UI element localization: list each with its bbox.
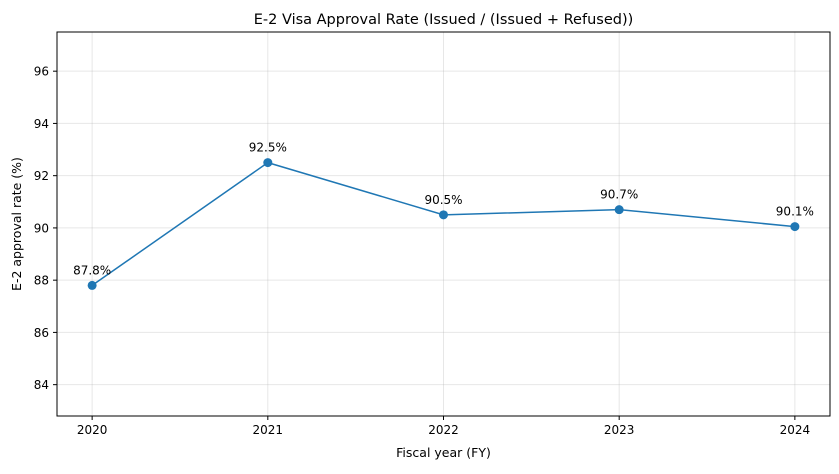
y-tick-label: 88	[34, 274, 49, 288]
data-label: 87.8%	[73, 263, 111, 277]
chart-title: E-2 Visa Approval Rate (Issued / (Issued…	[254, 12, 634, 28]
y-tick-label: 96	[34, 65, 49, 79]
y-tick-label: 90	[34, 221, 49, 235]
y-axis-label: E-2 approval rate (%)	[9, 157, 24, 291]
x-tick-label: 2020	[77, 423, 108, 437]
plot-frame	[56, 31, 831, 417]
data-label: 90.1%	[776, 205, 814, 219]
y-tick-label: 94	[34, 117, 49, 131]
data-point	[614, 205, 624, 215]
x-axis-ticks: 2020 2021 2022 2023 2024	[77, 416, 810, 437]
x-tick-label: 2023	[604, 423, 635, 437]
data-point	[87, 280, 97, 290]
grid	[57, 32, 830, 416]
y-tick-label: 86	[34, 326, 49, 340]
x-tick-label: 2021	[253, 423, 284, 437]
data-label: 92.5%	[249, 141, 287, 155]
x-tick-label: 2022	[428, 423, 459, 437]
y-tick-label: 84	[34, 378, 49, 392]
data-point	[439, 210, 448, 220]
data-label: 90.7%	[600, 188, 638, 202]
data-label: 90.5%	[424, 193, 462, 207]
y-axis-ticks: 84 86 88 90 92 94 96	[34, 65, 57, 392]
data-point	[263, 158, 273, 168]
x-tick-label: 2024	[780, 423, 811, 437]
series: 87.8% 92.5% 90.5% 90.7% 90.1%	[73, 141, 814, 290]
data-point	[790, 222, 800, 232]
y-tick-label: 92	[34, 169, 49, 183]
x-axis-label: Fiscal year (FY)	[396, 445, 491, 460]
